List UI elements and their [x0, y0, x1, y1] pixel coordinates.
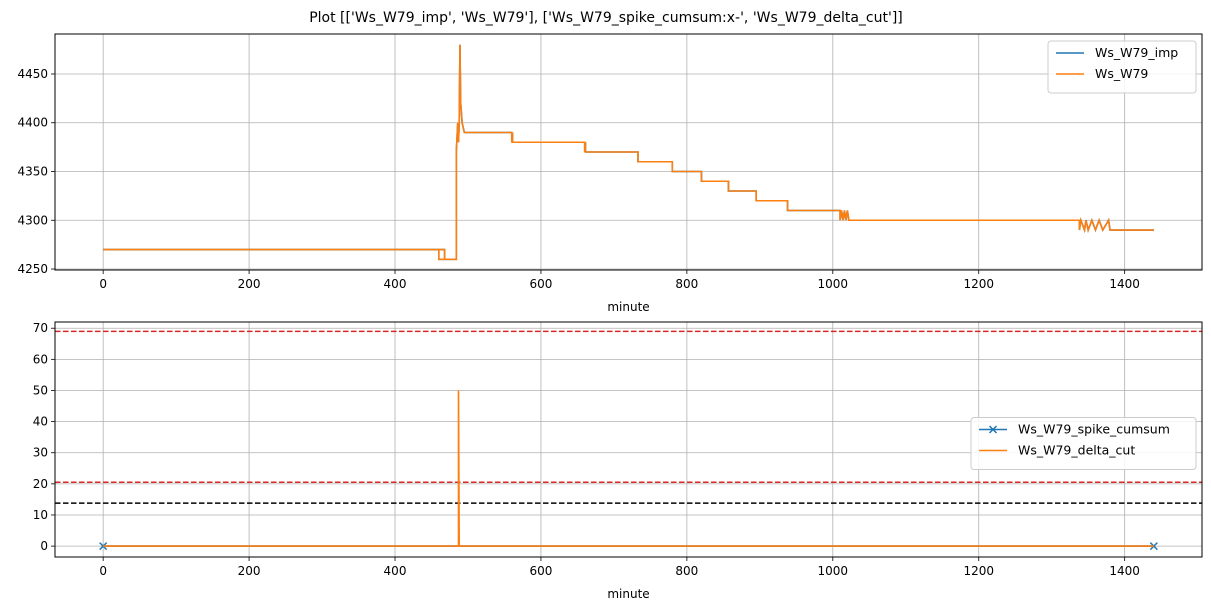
series-marker — [99, 542, 108, 551]
y-tick-label: 70 — [33, 321, 48, 335]
x-tick-label: 1200 — [963, 564, 994, 578]
y-tick-label: 4400 — [17, 116, 48, 130]
legend-label: Ws_W79_imp — [1095, 45, 1178, 60]
x-axis-label: minute — [607, 300, 649, 314]
legend-label: Ws_W79_delta_cut — [1018, 443, 1135, 458]
x-tick-label: 800 — [675, 277, 698, 291]
legend-box — [970, 417, 1197, 470]
top-axes: 0 200 400 600 800 1000 1200 1400 4250 4300 4350 440… — [17, 33, 1203, 314]
x-tick-label: 0 — [99, 564, 107, 578]
legend-box — [1047, 40, 1197, 94]
axes-frame — [54, 33, 1203, 271]
x-tick-label: 600 — [529, 564, 552, 578]
x-tick-label: 1400 — [1109, 564, 1140, 578]
axes-frame — [54, 321, 1203, 558]
plot-area — [55, 330, 1202, 551]
legend: Ws_W79_imp Ws_W79 — [1047, 40, 1197, 94]
y-tick-label: 20 — [33, 477, 48, 491]
x-tick-label: 1000 — [818, 277, 849, 291]
series-line-Ws_W79 — [103, 44, 1154, 261]
x-tick-label: 200 — [238, 277, 261, 291]
y-tick-label: 4450 — [17, 67, 48, 81]
x-axis-label: minute — [607, 587, 649, 601]
y-tick-label: 4350 — [17, 165, 48, 179]
x-tick-label: 0 — [99, 277, 107, 291]
x-tick-label: 200 — [238, 564, 261, 578]
y-tick-label: 60 — [33, 352, 48, 366]
legend-label: Ws_W79 — [1095, 66, 1148, 81]
legend-marker — [988, 425, 998, 434]
x-tick-label: 1400 — [1109, 277, 1140, 291]
y-tick-label: 50 — [33, 383, 48, 397]
y-tick-label: 10 — [33, 508, 48, 522]
x-tick-label: 1200 — [963, 277, 994, 291]
y-tick-label: 0 — [40, 539, 48, 553]
y-tick-label: 30 — [33, 446, 48, 460]
x-tick-label: 600 — [529, 277, 552, 291]
legend-label: Ws_W79_spike_cumsum — [1018, 422, 1170, 437]
bottom-axes: 0 200 400 600 800 1000 1200 1400 0 10 20 30 40 50 60 70… — [33, 321, 1203, 601]
series-marker — [1149, 542, 1158, 551]
y-tick-label: 40 — [33, 415, 48, 429]
y-tick-label: 4250 — [17, 262, 48, 276]
figure-title: Plot [['Ws_W79_imp', 'Ws_W79'], ['Ws_W79… — [309, 10, 903, 26]
y-tick-label: 4300 — [17, 213, 48, 227]
legend: Ws_W79_spike_cumsum Ws_W79_delta_cut — [970, 417, 1197, 470]
x-tick-label: 1000 — [818, 564, 849, 578]
x-tick-label: 400 — [384, 564, 407, 578]
x-tick-label: 400 — [384, 277, 407, 291]
x-tick-label: 800 — [675, 564, 698, 578]
series-line-Ws_W79_delta_cut — [103, 390, 1154, 547]
plot-area — [103, 44, 1154, 261]
